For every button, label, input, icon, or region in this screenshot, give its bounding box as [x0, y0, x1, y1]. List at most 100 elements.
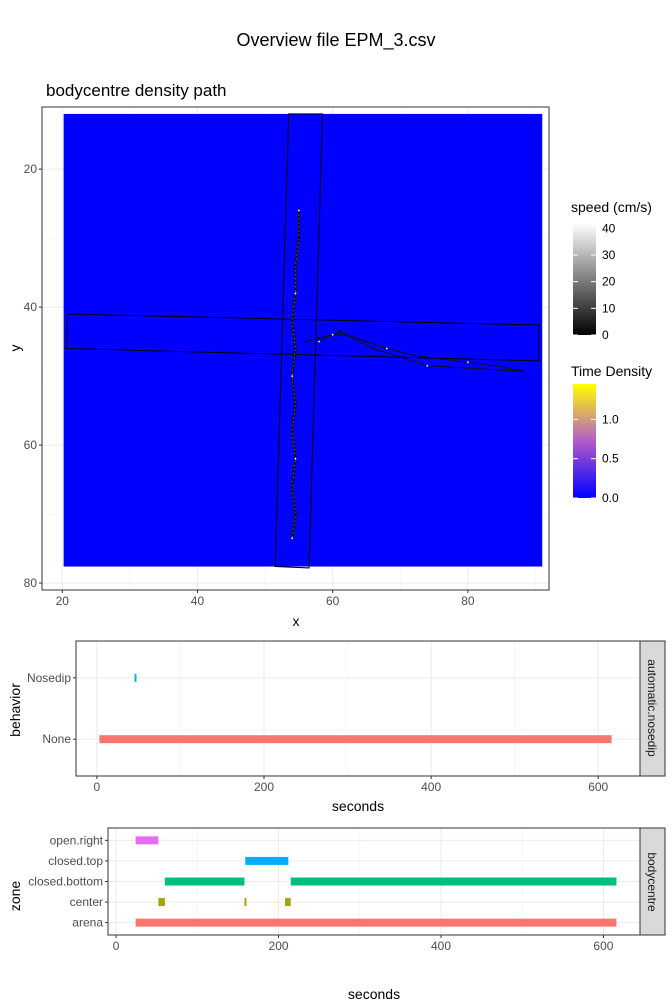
- x-tick-label: 400: [431, 939, 451, 953]
- segment-closed-bottom: [290, 877, 617, 886]
- x-tick-label: 600: [588, 780, 608, 794]
- path-point: [385, 347, 388, 350]
- bodycentre-path: [291, 209, 523, 540]
- arena-fill-rect: [63, 113, 543, 567]
- path-point: [291, 537, 294, 540]
- path-point: [291, 375, 294, 377]
- arena-density-fill: [63, 113, 543, 567]
- x-tick-label: 200: [269, 939, 289, 953]
- path-point: [412, 354, 415, 357]
- time-density-legend: Time Density 0.0 0.5 1.0: [571, 363, 652, 505]
- density-path-y-label: y: [7, 345, 23, 352]
- path-point: [291, 320, 294, 322]
- y-tick-label: arena: [72, 916, 103, 930]
- path-point: [345, 333, 348, 336]
- maze-vertical-arm: [274, 113, 324, 569]
- y-tick-label: center: [70, 895, 103, 909]
- behavior-segments: [99, 673, 612, 744]
- segment-center: [158, 898, 165, 907]
- behavior-panel-border: [75, 640, 641, 777]
- speed-legend: speed (cm/s) 0 10 20 30 40: [571, 199, 652, 342]
- maze-outline: [65, 113, 540, 569]
- path-point: [294, 264, 297, 267]
- path-point: [439, 357, 442, 360]
- y-tick-label: None: [42, 732, 71, 746]
- legend-tick-label: 0.5: [602, 452, 619, 466]
- path-point: [466, 361, 469, 364]
- zone-strip-background: [639, 827, 666, 936]
- legend-tick-label: 40: [602, 221, 616, 235]
- path-point: [338, 330, 341, 333]
- segment-closed-bottom: [164, 877, 245, 886]
- path-point: [331, 333, 334, 336]
- x-tick-label: 400: [421, 780, 441, 794]
- path-point: [294, 513, 297, 515]
- x-tick-label: 80: [461, 594, 475, 608]
- zone-timeline-chart: bodycentre 0 200 400 600 open.right closed.t…: [7, 827, 666, 1002]
- density-path-y-ticks: 20 40 60 80: [24, 162, 42, 590]
- y-tick-label: 20: [24, 162, 38, 176]
- behavior-timeline-chart: automatic.nosedip 0 200 400 600 Nosedip None…: [7, 640, 666, 814]
- legend-tick-label: 0.0: [602, 491, 619, 505]
- path-point: [291, 430, 294, 433]
- speed-legend-title: speed (cm/s): [571, 199, 652, 215]
- x-tick-label: 0: [113, 939, 120, 953]
- density-path-title: bodycentre density path: [46, 81, 227, 100]
- x-tick-label: 600: [593, 939, 613, 953]
- page-title: Overview file EPM_3.csv: [236, 30, 435, 51]
- path-point: [294, 347, 297, 350]
- path-point: [291, 485, 294, 488]
- legend-tick-label: 30: [602, 248, 616, 262]
- x-tick-label: 200: [254, 780, 274, 794]
- path-point: [318, 340, 321, 343]
- density-path-x-label: x: [293, 613, 300, 629]
- zone-x-ticks: 0 200 400 600: [113, 935, 614, 953]
- legend-tick-label: 1.0: [602, 412, 619, 426]
- y-tick-label: closed.bottom: [28, 875, 103, 889]
- y-tick-label: 80: [24, 576, 38, 590]
- time-density-legend-title: Time Density: [571, 363, 652, 379]
- speed-legend-colorbar: [573, 223, 596, 335]
- path-point: [304, 340, 307, 343]
- y-tick-label: 40: [24, 300, 38, 314]
- y-tick-label: Nosedip: [27, 671, 71, 685]
- path-point: [297, 237, 300, 240]
- path-point: [365, 340, 368, 343]
- path-point: [521, 370, 523, 373]
- behavior-strip-label: automatic.nosedip: [645, 659, 659, 757]
- density-path-chart: bodycentre density path 20 40 60 80 20 40 60 8…: [7, 81, 550, 629]
- y-tick-label: closed.top: [48, 854, 103, 868]
- path-point: [426, 364, 429, 367]
- segment-Nosedip: [134, 673, 137, 682]
- path-point: [372, 347, 375, 350]
- path-point: [318, 337, 321, 340]
- legend-tick-label: 10: [602, 301, 616, 315]
- behavior-y-label: behavior: [7, 683, 23, 737]
- zone-strip-label: bodycentre: [645, 852, 659, 912]
- segment-closed-top: [245, 856, 289, 865]
- behavior-y-ticks: Nosedip None: [27, 671, 76, 746]
- legend-tick-label: 0: [602, 328, 609, 342]
- behavior-grid: [76, 641, 640, 776]
- path-point: [294, 458, 297, 460]
- behavior-x-ticks: 0 200 400 600: [94, 776, 609, 794]
- zone-x-label: seconds: [348, 986, 400, 1002]
- segment-open-right: [135, 836, 159, 845]
- segment-arena: [135, 918, 617, 927]
- y-tick-label: open.right: [50, 833, 104, 847]
- behavior-x-label: seconds: [332, 798, 384, 814]
- path-point: [494, 364, 496, 367]
- speed-legend-ticks: 0 10 20 30 40: [573, 221, 616, 342]
- zone-y-ticks: open.right closed.top closed.bottom center a…: [28, 833, 108, 930]
- path-point: [297, 209, 300, 212]
- segment-center: [285, 898, 291, 907]
- segment-None: [99, 735, 612, 744]
- path-point: [294, 292, 297, 295]
- segment-center: [244, 898, 247, 907]
- x-tick-label: 40: [191, 594, 205, 608]
- time-density-legend-colorbar: [573, 384, 596, 498]
- time-density-legend-ticks: 0.0 0.5 1.0: [573, 412, 619, 505]
- legend-tick-label: 20: [602, 275, 616, 289]
- density-path-panel-border: [41, 106, 550, 591]
